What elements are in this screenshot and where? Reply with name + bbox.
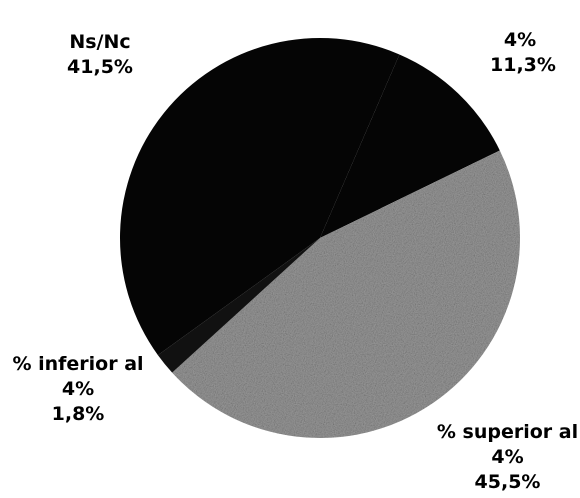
category-label: Ns/Nc <box>69 31 131 53</box>
slice-label: 4% 11,3% <box>490 28 556 78</box>
slice-label: % inferior al 4% 1,8% <box>8 352 148 427</box>
pie-slice <box>157 238 320 373</box>
pie-slice <box>172 150 520 438</box>
value-label: 11,3% <box>490 54 556 76</box>
slice-label: Ns/Nc 41,5% <box>45 30 155 80</box>
category-label: % superior al 4% <box>436 421 579 468</box>
pie-slice <box>120 38 400 356</box>
value-label: 1,8% <box>51 403 105 425</box>
value-label: 41,5% <box>67 56 133 78</box>
pie-slice <box>320 54 500 239</box>
category-label: % inferior al 4% <box>12 353 144 400</box>
slice-label: % superior al 4% 45,5% <box>435 420 580 495</box>
category-label: 4% <box>503 29 537 51</box>
value-label: 45,5% <box>474 471 541 493</box>
